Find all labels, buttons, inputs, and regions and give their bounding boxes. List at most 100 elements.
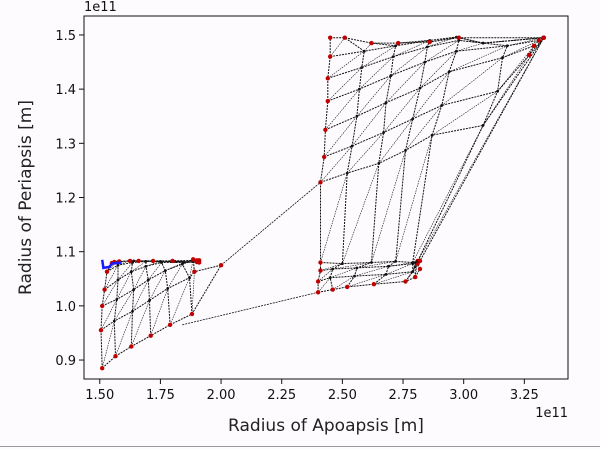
grid-diagonal-line xyxy=(371,150,406,263)
grid-row-line xyxy=(327,37,544,79)
y-tick-label: 0.9 xyxy=(55,354,76,369)
grid-interior-node xyxy=(350,144,354,148)
cluster-connection-line xyxy=(220,181,321,266)
grid-interior-node xyxy=(360,66,364,69)
grid-diagonal-line xyxy=(483,37,544,44)
cluster-connection-line xyxy=(182,291,319,326)
grid-diagonal-line xyxy=(417,37,544,262)
grid-boundary-node xyxy=(315,279,321,284)
y-axis-label: Radius of Periapsis [m] xyxy=(16,100,36,295)
grid-diagonal-line xyxy=(131,261,147,272)
grid-diagonal-line xyxy=(354,266,389,277)
grid-diagonal-line xyxy=(424,40,459,63)
y-axis-offset-label: 1e11 xyxy=(84,0,117,15)
grid-boundary-node xyxy=(148,333,153,338)
grid-boundary-node xyxy=(197,258,202,263)
grid-boundary-node xyxy=(127,258,133,264)
grid-interior-node xyxy=(394,260,398,263)
grid-diagonal-line xyxy=(431,91,498,136)
y-axis: 0.9 1.0 1.1 1.2 1.3 1.4 1.5 xyxy=(55,29,84,369)
grid-diagonal-line xyxy=(393,40,430,57)
grid-interior-node xyxy=(132,259,136,263)
grid-interior-node xyxy=(418,86,422,90)
grid-col-line xyxy=(373,39,431,285)
grid-interior-node xyxy=(387,264,390,268)
grid-diagonal-line xyxy=(346,132,384,174)
grid-interior-node xyxy=(430,133,434,137)
y-tick-label: 1.3 xyxy=(55,137,76,152)
grid-diagonal-line xyxy=(320,173,348,263)
grid-interior-node xyxy=(496,89,499,93)
grid-diagonal-line xyxy=(317,277,331,293)
grid-col-line xyxy=(113,260,120,357)
grid-boundary-node xyxy=(150,258,156,264)
grid-interior-node xyxy=(501,56,504,60)
grid-interior-node xyxy=(166,287,170,290)
grid-diagonal-line xyxy=(412,262,416,272)
x-tick-label: 2.75 xyxy=(389,388,418,403)
grid-diagonal-line xyxy=(116,271,132,300)
grid-diagonal-line xyxy=(320,145,353,183)
grid-interior-node xyxy=(115,298,119,301)
y-tick-label: 1.5 xyxy=(55,29,76,44)
grid-diagonal-line xyxy=(378,118,413,164)
grid-diagonal-line xyxy=(412,125,484,263)
grid-diagonal-line xyxy=(148,262,162,281)
grid-diagonal-line xyxy=(330,267,358,278)
grid-col-line xyxy=(329,37,365,290)
grid-boundary-node xyxy=(417,266,423,272)
grid-interior-node xyxy=(331,267,335,271)
grid-interior-node xyxy=(132,288,136,291)
grid-boundary-node xyxy=(189,311,195,317)
grid-col-line xyxy=(414,37,509,278)
grid-diagonal-line xyxy=(101,279,119,307)
grid-interior-node xyxy=(188,276,191,280)
grid-interior-node xyxy=(411,270,415,274)
grid-diagonal-line xyxy=(165,262,184,271)
grid-boundary-node xyxy=(100,366,105,371)
grid-boundary-node xyxy=(456,35,461,40)
x-tick-label: 3.25 xyxy=(510,388,539,403)
grid-diagonal-line xyxy=(329,37,346,57)
grid-boundary-node xyxy=(527,52,532,58)
grid-diagonal-line xyxy=(325,88,360,130)
grid-interior-node xyxy=(423,60,427,64)
grid-row-line xyxy=(101,264,222,369)
grid-interior-node xyxy=(377,162,381,165)
x-axis-offset-label: 1e11 xyxy=(535,406,568,421)
grid-interior-node xyxy=(144,264,148,268)
grid-col-line xyxy=(128,260,135,347)
grid-diagonal-line xyxy=(361,45,396,68)
grid-boundary-node xyxy=(371,282,377,287)
grid-diagonal-line xyxy=(359,56,394,90)
x-axis-label: Radius of Apoapsis [m] xyxy=(228,416,424,436)
grid-diagonal-line xyxy=(342,163,380,264)
grid-interior-node xyxy=(440,104,444,107)
grid-diagonal-line xyxy=(502,40,540,58)
grid-diagonal-line xyxy=(323,116,358,158)
grid-interior-node xyxy=(447,70,451,74)
grid-col-line xyxy=(133,260,152,336)
grid-diagonal-line xyxy=(332,262,372,270)
grid-diagonal-line xyxy=(347,274,387,288)
grid-interior-node xyxy=(384,101,388,105)
grid-boundary-node xyxy=(413,274,418,280)
grid-boundary-node xyxy=(417,258,423,264)
grid-diagonal-line xyxy=(412,71,450,120)
grid-boundary-node xyxy=(318,260,323,265)
grid-boundary-node xyxy=(192,269,197,274)
grid-interior-node xyxy=(148,299,151,302)
grid-diagonal-line xyxy=(419,50,457,89)
grid-boundary-node xyxy=(170,258,175,264)
grid-diagonal-line xyxy=(167,263,183,289)
grid-interior-node xyxy=(116,278,120,282)
grid-boundary-node xyxy=(403,279,408,284)
grid-interior-node xyxy=(411,261,415,264)
grid-diagonal-line xyxy=(169,277,190,325)
plot-frame xyxy=(83,15,569,380)
grid-diagonal-line xyxy=(189,259,194,278)
x-axis: 1.50 1.75 2.00 2.25 2.50 2.75 3.00 3.25 xyxy=(85,379,539,403)
x-tick-label: 2.00 xyxy=(207,388,236,403)
x-tick-label: 3.00 xyxy=(449,388,478,403)
grid-col-line xyxy=(346,42,397,288)
